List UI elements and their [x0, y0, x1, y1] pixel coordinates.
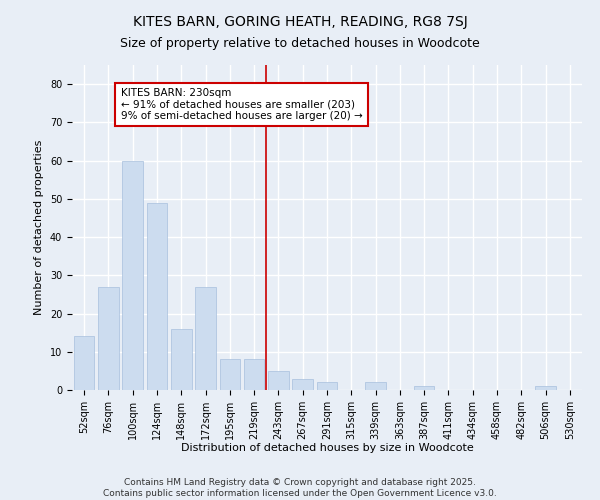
Y-axis label: Number of detached properties: Number of detached properties: [34, 140, 44, 315]
Bar: [98, 287, 119, 390]
Bar: [292, 378, 313, 390]
Bar: [122, 160, 143, 390]
Bar: [535, 386, 556, 390]
Bar: [220, 360, 240, 390]
Text: Contains HM Land Registry data © Crown copyright and database right 2025.
Contai: Contains HM Land Registry data © Crown c…: [103, 478, 497, 498]
Text: KITES BARN: 230sqm
← 91% of detached houses are smaller (203)
9% of semi-detache: KITES BARN: 230sqm ← 91% of detached hou…: [121, 88, 362, 121]
Bar: [244, 360, 265, 390]
Bar: [365, 382, 386, 390]
Bar: [146, 202, 167, 390]
Text: KITES BARN, GORING HEATH, READING, RG8 7SJ: KITES BARN, GORING HEATH, READING, RG8 7…: [133, 15, 467, 29]
Bar: [74, 336, 94, 390]
X-axis label: Distribution of detached houses by size in Woodcote: Distribution of detached houses by size …: [181, 444, 473, 454]
Bar: [268, 371, 289, 390]
Bar: [317, 382, 337, 390]
Bar: [195, 287, 216, 390]
Bar: [414, 386, 434, 390]
Text: Size of property relative to detached houses in Woodcote: Size of property relative to detached ho…: [120, 38, 480, 51]
Bar: [171, 329, 191, 390]
